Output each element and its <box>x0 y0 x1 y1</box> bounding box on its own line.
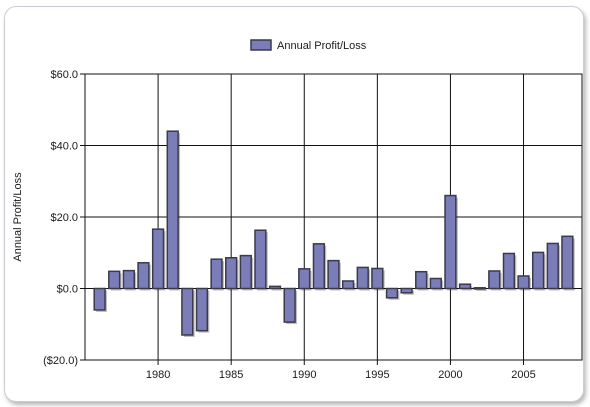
bar <box>195 287 209 332</box>
y-tick-label: $60.0 <box>50 69 78 81</box>
y-tick-label: ($20.0) <box>43 355 78 367</box>
chart-panel <box>4 6 584 402</box>
bar <box>239 254 252 290</box>
bar <box>546 242 559 290</box>
bar <box>312 243 326 290</box>
x-tick-label: 1985 <box>219 369 243 381</box>
bar <box>517 275 530 290</box>
bar <box>210 258 223 290</box>
y-tick-label: $40.0 <box>50 141 78 153</box>
y-tick-label: $20.0 <box>50 212 78 224</box>
bar <box>473 287 486 290</box>
bar <box>283 287 296 323</box>
bar <box>561 235 574 290</box>
bar <box>371 267 384 290</box>
bar <box>385 287 399 299</box>
grid-lines <box>85 73 582 361</box>
axes <box>80 73 583 365</box>
bars <box>93 130 575 337</box>
bar <box>400 287 413 294</box>
bar <box>298 268 311 290</box>
bar <box>151 228 165 290</box>
y-tick-labels: $60.0 $40.0 $20.0 $0.0 ($20.0) <box>43 69 78 367</box>
x-tick-label: 1995 <box>365 369 389 381</box>
bar <box>415 270 428 290</box>
bar <box>93 287 106 311</box>
y-axis-label: Annual Profit/Loss <box>12 172 24 262</box>
x-tick-label: 2005 <box>511 369 535 381</box>
y-tick-label: $0.0 <box>57 284 78 296</box>
x-tick-label: 1980 <box>146 369 170 381</box>
x-tick-labels: 1980 1985 1990 1995 2000 2005 <box>146 369 536 381</box>
bar <box>531 251 545 290</box>
bar <box>488 270 501 290</box>
bar <box>122 269 136 290</box>
bar <box>137 262 150 290</box>
x-tick-label: 2000 <box>438 369 462 381</box>
bar <box>341 280 355 290</box>
legend-swatch <box>250 39 272 51</box>
bar <box>502 252 516 290</box>
bar <box>444 194 457 290</box>
bar <box>458 283 472 290</box>
legend: Annual Profit/Loss <box>250 39 367 52</box>
bar <box>429 277 442 290</box>
bar-shadow <box>271 288 283 291</box>
bar <box>108 270 121 290</box>
x-tick-label: 1990 <box>292 369 316 381</box>
bar <box>356 266 369 290</box>
bar <box>327 259 340 290</box>
legend-label: Annual Profit/Loss <box>277 40 367 52</box>
bar <box>225 257 238 290</box>
bar <box>268 285 282 290</box>
bar <box>181 287 194 336</box>
bar <box>254 229 267 290</box>
bar-shadow <box>476 289 488 291</box>
bar <box>166 130 179 290</box>
